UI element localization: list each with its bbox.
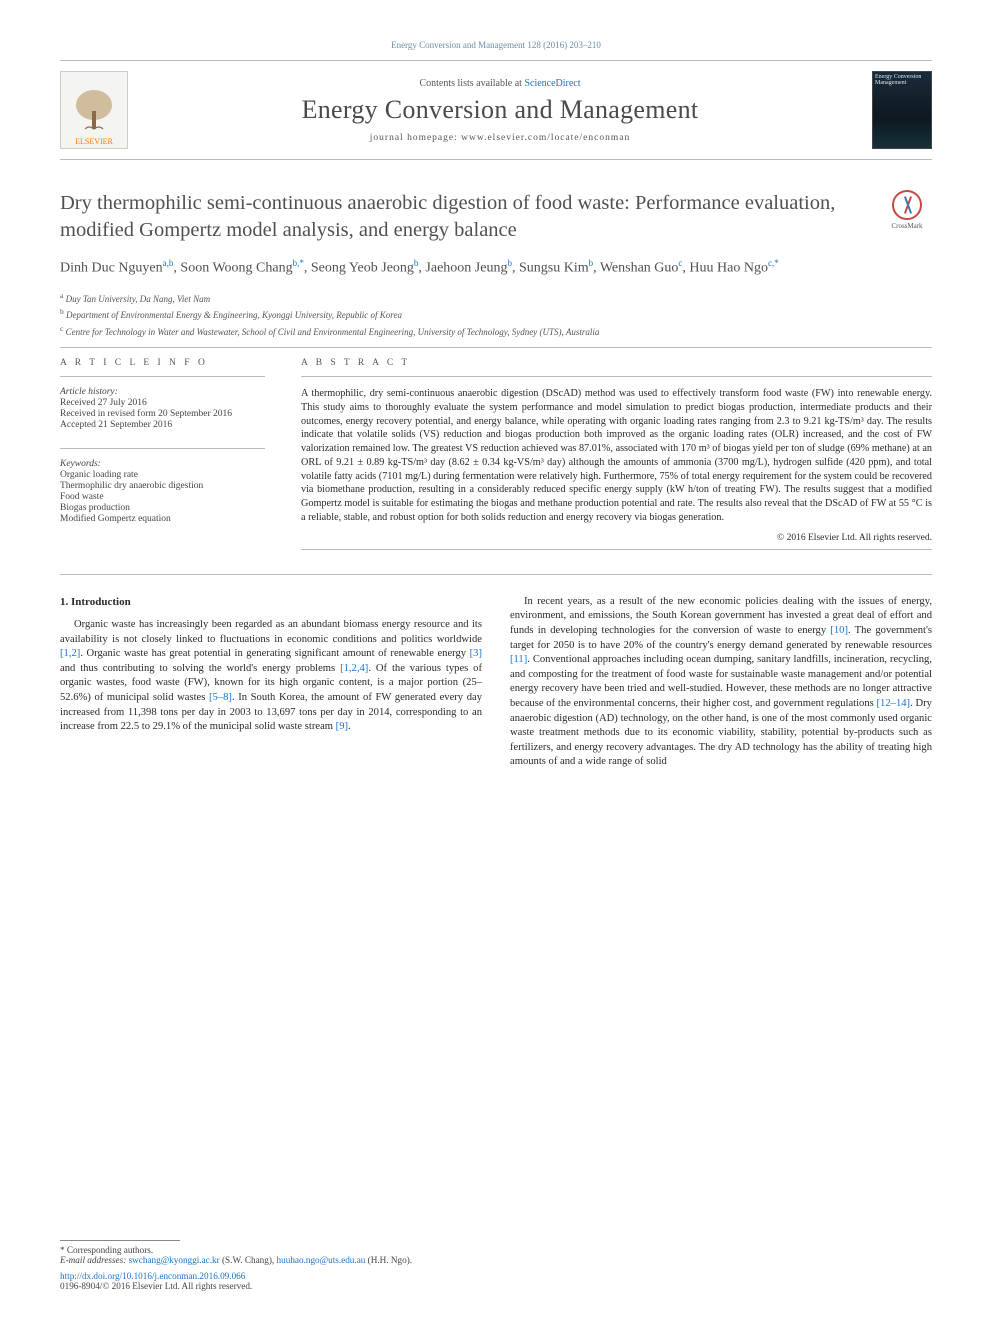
citation-line: Energy Conversion and Management 128 (20… — [60, 40, 932, 50]
keyword-item: Organic loading rate — [60, 470, 265, 480]
keywords-label: Keywords: — [60, 459, 265, 469]
ref-link[interactable]: [5–8] — [209, 692, 232, 703]
email-link-1[interactable]: swchang@kyonggi.ac.kr — [129, 1255, 220, 1265]
footnote-rule — [60, 1240, 180, 1241]
article-info-column: A R T I C L E I N F O Article history: R… — [60, 358, 265, 560]
ref-link[interactable]: [1,2,4] — [340, 663, 368, 674]
article-title: Dry thermophilic semi-continuous anaerob… — [60, 190, 862, 243]
article-info-heading: A R T I C L E I N F O — [60, 358, 265, 368]
page-footer: * Corresponding authors. E-mail addresse… — [60, 1240, 932, 1291]
intro-paragraph-1: Organic waste has increasingly been rega… — [60, 618, 482, 735]
ref-link[interactable]: [1,2] — [60, 648, 80, 659]
crossmark-icon — [892, 190, 922, 220]
history-label: Article history: — [60, 387, 265, 397]
corresponding-emails: E-mail addresses: swchang@kyonggi.ac.kr … — [60, 1255, 932, 1265]
elsevier-logo: ELSEVIER — [60, 71, 128, 149]
email-link-2[interactable]: huuhao.ngo@uts.edu.au — [277, 1255, 366, 1265]
ref-link[interactable]: [11] — [510, 654, 527, 665]
journal-cover-thumbnail: Energy Conversion Management — [872, 71, 932, 149]
contents-prefix: Contents lists available at — [419, 78, 524, 89]
section-1-heading: 1. Introduction — [60, 595, 482, 610]
crossmark-badge[interactable]: CrossMark — [882, 190, 932, 230]
journal-name: Energy Conversion and Management — [142, 95, 858, 125]
divider — [301, 549, 932, 550]
journal-cover-text: Energy Conversion Management — [875, 74, 929, 86]
doi-link[interactable]: http://dx.doi.org/10.1016/j.enconman.201… — [60, 1271, 932, 1281]
divider — [60, 376, 265, 377]
publisher-name: ELSEVIER — [75, 137, 113, 146]
keyword-item: Food waste — [60, 492, 265, 502]
divider — [60, 347, 932, 348]
authors-list: Dinh Duc Nguyena,b, Soon Woong Changb,*,… — [60, 257, 932, 279]
intro-paragraph-2: In recent years, as a result of the new … — [510, 595, 932, 770]
body-right-column: In recent years, as a result of the new … — [510, 595, 932, 770]
divider — [301, 376, 932, 377]
keyword-item: Thermophilic dry anaerobic digestion — [60, 481, 265, 491]
received-date: Received 27 July 2016 — [60, 398, 265, 408]
issn-copyright-line: 0196-8904/© 2016 Elsevier Ltd. All right… — [60, 1281, 932, 1291]
elsevier-tree-icon — [69, 87, 119, 137]
abstract-text: A thermophilic, dry semi-continuous anae… — [301, 387, 932, 525]
divider — [60, 574, 932, 575]
crossmark-label: CrossMark — [891, 222, 922, 230]
ref-link[interactable]: [3] — [470, 648, 482, 659]
sciencedirect-link[interactable]: ScienceDirect — [524, 78, 580, 89]
ref-link[interactable]: [12–14] — [877, 698, 911, 709]
email-owner-2: (H.H. Ngo). — [365, 1255, 412, 1265]
affiliations: a Duy Tan University, Da Nang, Viet Namb… — [60, 290, 932, 340]
contents-lists-line: Contents lists available at ScienceDirec… — [142, 78, 858, 89]
abstract-heading: A B S T R A C T — [301, 358, 932, 368]
ref-link[interactable]: [10] — [830, 625, 848, 636]
abstract-column: A B S T R A C T A thermophilic, dry semi… — [301, 358, 932, 560]
journal-homepage: journal homepage: www.elsevier.com/locat… — [142, 133, 858, 143]
revised-date: Received in revised form 20 September 20… — [60, 409, 265, 419]
keyword-item: Biogas production — [60, 503, 265, 513]
body-left-column: 1. Introduction Organic waste has increa… — [60, 595, 482, 770]
ref-link[interactable]: [9] — [336, 721, 348, 732]
copyright-line: © 2016 Elsevier Ltd. All rights reserved… — [301, 533, 932, 543]
journal-masthead: ELSEVIER Contents lists available at Sci… — [60, 60, 932, 160]
corresponding-authors-note: * Corresponding authors. — [60, 1245, 932, 1255]
accepted-date: Accepted 21 September 2016 — [60, 420, 265, 430]
emails-label: E-mail addresses: — [60, 1255, 129, 1265]
divider — [60, 448, 265, 449]
body-two-column: 1. Introduction Organic waste has increa… — [60, 595, 932, 770]
keyword-item: Modified Gompertz equation — [60, 514, 265, 524]
email-owner-1: (S.W. Chang), — [220, 1255, 277, 1265]
